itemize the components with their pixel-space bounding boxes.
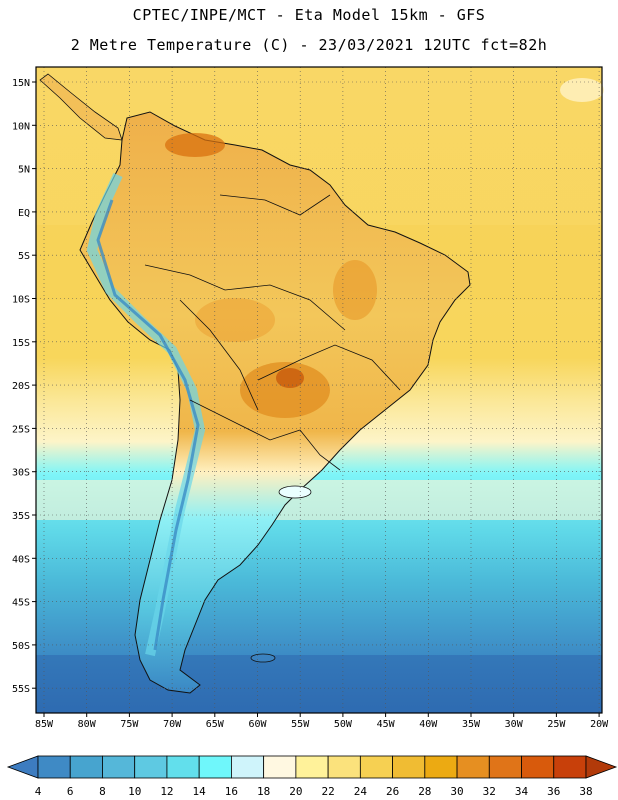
colorbar-arrow-left <box>6 755 39 779</box>
andes-peak-strip <box>96 199 200 651</box>
longitude-label: 50W <box>334 719 353 730</box>
colorbar-label: 10 <box>128 785 141 798</box>
colorbar-label: 34 <box>515 785 529 798</box>
central-america <box>39 73 123 141</box>
latitude-label: 15N <box>12 78 30 89</box>
rio-de-la-plata <box>278 485 312 499</box>
latitude-label: 50S <box>12 641 30 652</box>
colorbar-arrow-right <box>585 755 618 779</box>
colorbar-segment <box>327 755 361 779</box>
colorbar-segment <box>521 755 555 779</box>
heat-spot <box>276 368 304 388</box>
colorbar-segment <box>231 755 265 779</box>
colorbar-label: 36 <box>547 785 560 798</box>
longitude-label: 80W <box>78 719 97 730</box>
longitude-label: 75W <box>120 719 139 730</box>
colorbar-segment <box>102 755 136 779</box>
colorbar-segment <box>295 755 329 779</box>
ocean-band <box>36 480 602 520</box>
latitude-label: EQ <box>18 208 30 219</box>
colorbar-segment <box>456 755 490 779</box>
colorbar-label: 32 <box>483 785 496 798</box>
colorbar-segment <box>488 755 522 779</box>
colorbar <box>6 755 618 779</box>
latitude-label: 5S <box>18 251 30 262</box>
colorbar-label: 22 <box>321 785 334 798</box>
longitude-label: 55W <box>291 719 310 730</box>
longitude-labels: 85W 80W 75W 70W 65W 60W 55W 50W 45W 40W 35W 30W 25W 2… <box>35 713 609 730</box>
latitude-label: 45S <box>12 598 30 609</box>
colorbar-label: 26 <box>386 785 399 798</box>
colorbar-segment <box>37 755 71 779</box>
colorbar-label: 12 <box>160 785 173 798</box>
colorbar-labels: 4 6 8 10 12 14 16 18 20 22 24 26 28 30 32 34 36 38 <box>35 785 593 798</box>
longitude-label: 40W <box>419 719 438 730</box>
heat-spot <box>195 298 275 342</box>
latitude-label: 10N <box>12 121 30 132</box>
longitude-label: 65W <box>206 719 225 730</box>
longitude-label: 35W <box>462 719 481 730</box>
colorbar-label: 30 <box>450 785 463 798</box>
caribbean-island <box>560 78 604 102</box>
colorbar-label: 4 <box>35 785 42 798</box>
latitude-label: 30S <box>12 468 30 479</box>
colorbar-segment <box>359 755 393 779</box>
country-borders <box>144 194 401 471</box>
heat-spot <box>333 260 377 320</box>
latitude-label: 20S <box>12 381 30 392</box>
colorbar-segment <box>424 755 458 779</box>
heat-spot <box>165 133 225 157</box>
map-subtitle: 2 Metre Temperature (C) - 23/03/2021 12U… <box>70 36 548 54</box>
map-title: CPTEC/INPE/MCT - Eta Model 15km - GFS <box>132 6 486 24</box>
longitude-label: 20W <box>590 719 609 730</box>
latitude-label: 5N <box>18 165 30 176</box>
longitude-label: 60W <box>248 719 267 730</box>
colorbar-label: 6 <box>67 785 74 798</box>
map-frame <box>35 66 603 714</box>
colorbar-label: 24 <box>354 785 368 798</box>
longitude-label: 85W <box>35 719 54 730</box>
colorbar-segment <box>392 755 426 779</box>
latitude-label: 10S <box>12 295 30 306</box>
latitude-label: 15S <box>12 338 30 349</box>
colorbar-segment <box>69 755 103 779</box>
latitude-label: 55S <box>12 684 30 695</box>
latitude-labels: 15N 10N 5N EQ 5S 10S 15S 20S 25S 30S 35S 40S 45S 50S 5… <box>12 78 36 695</box>
colorbar-segment <box>263 755 297 779</box>
latitude-label: 35S <box>12 511 30 522</box>
longitude-label: 30W <box>505 719 524 730</box>
latitude-label: 25S <box>12 424 30 435</box>
colorbar-label: 14 <box>193 785 207 798</box>
colorbar-label: 28 <box>418 785 431 798</box>
colorbar-segment <box>553 755 587 779</box>
colorbar-label: 20 <box>289 785 302 798</box>
latitude-label: 40S <box>12 554 30 565</box>
heat-spot <box>240 362 330 418</box>
colorbar-label: 8 <box>99 785 106 798</box>
longitude-label: 45W <box>377 719 396 730</box>
colorbar-segment <box>134 755 168 779</box>
longitude-label: 70W <box>163 719 182 730</box>
ocean-band <box>36 655 602 713</box>
falkland-islands <box>250 653 276 663</box>
colorbar-label: 16 <box>225 785 238 798</box>
longitude-label: 25W <box>547 719 566 730</box>
colorbar-segment <box>166 755 200 779</box>
colorbar-segment <box>198 755 232 779</box>
colorbar-label: 38 <box>579 785 592 798</box>
colorbar-label: 18 <box>257 785 270 798</box>
